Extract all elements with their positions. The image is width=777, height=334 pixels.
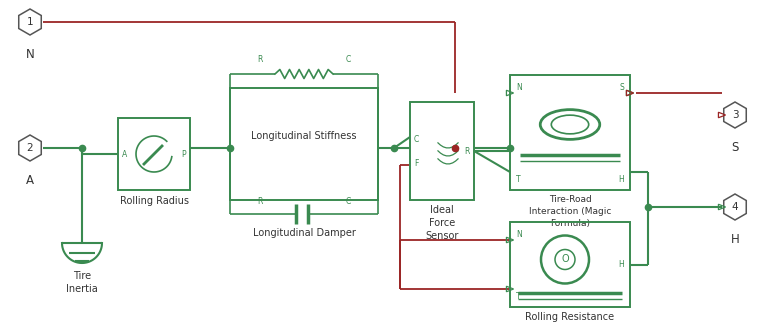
Text: N: N <box>516 230 521 239</box>
Text: Rolling Resistance: Rolling Resistance <box>525 312 615 322</box>
Text: 1: 1 <box>26 17 33 27</box>
Text: H: H <box>618 260 624 269</box>
Bar <box>118 118 190 190</box>
Text: T: T <box>516 175 521 184</box>
Text: O: O <box>561 255 569 265</box>
Text: H: H <box>730 233 740 246</box>
Bar <box>510 75 630 190</box>
Text: 2: 2 <box>26 143 33 153</box>
Text: Rolling Radius: Rolling Radius <box>120 196 189 206</box>
Text: P: P <box>181 150 186 159</box>
Text: Tire
Inertia: Tire Inertia <box>66 271 98 294</box>
Text: Longitudinal Stiffness: Longitudinal Stiffness <box>251 131 357 141</box>
Text: S: S <box>619 83 624 92</box>
Bar <box>230 88 378 200</box>
Text: R: R <box>257 55 263 64</box>
Text: Longitudinal Damper: Longitudinal Damper <box>253 228 355 238</box>
Text: Ideal
Force
Sensor: Ideal Force Sensor <box>425 205 458 241</box>
Text: C: C <box>345 197 350 206</box>
Text: A: A <box>26 174 34 187</box>
Bar <box>510 222 630 307</box>
Text: T: T <box>516 292 521 301</box>
Text: R: R <box>465 147 470 156</box>
Text: 3: 3 <box>732 110 738 120</box>
Text: Tire-Road
Interaction (Magic
Formula): Tire-Road Interaction (Magic Formula) <box>529 195 611 227</box>
Text: S: S <box>731 141 739 154</box>
Text: N: N <box>516 83 521 92</box>
Text: C: C <box>414 135 420 144</box>
Bar <box>410 102 474 200</box>
Text: N: N <box>26 48 34 61</box>
Text: H: H <box>618 175 624 184</box>
Text: C: C <box>345 55 350 64</box>
Text: A: A <box>122 150 127 159</box>
Text: R: R <box>257 197 263 206</box>
Text: F: F <box>414 159 418 167</box>
Text: 4: 4 <box>732 202 738 212</box>
